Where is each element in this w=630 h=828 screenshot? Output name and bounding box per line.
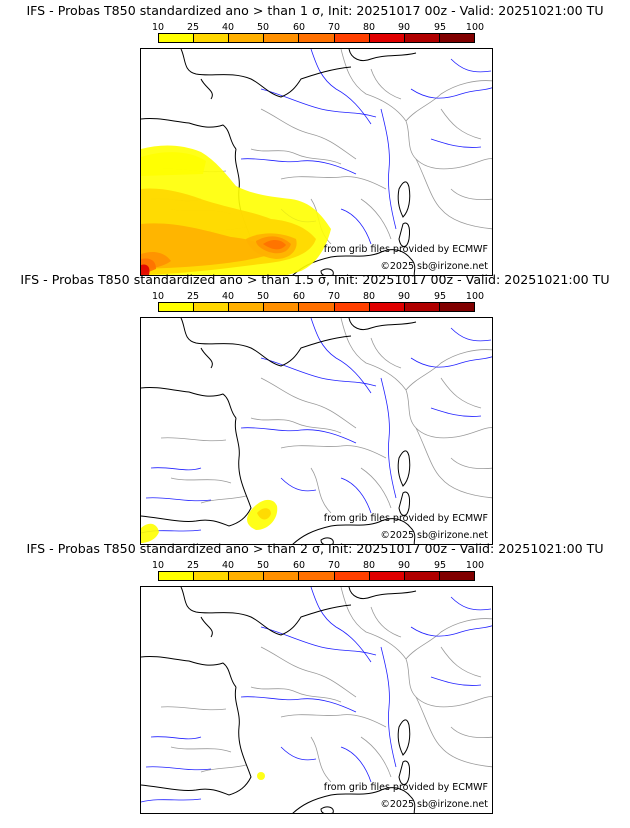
colorbar-segment (264, 572, 300, 580)
colorbar-label: 40 (221, 291, 235, 302)
map-frame: from grib files provided by ECMWF ©2025 … (140, 317, 493, 545)
colorbar-label: 40 (221, 560, 235, 571)
colorbar-segment (299, 34, 335, 42)
colorbar-label: 95 (433, 291, 447, 302)
colorbar-label: 90 (397, 560, 411, 571)
panel-title: IFS - Probas T850 standardized ano > tha… (20, 272, 610, 287)
colorbar-label: 95 (433, 560, 447, 571)
colorbar-label: 25 (186, 560, 200, 571)
probability-shading (141, 499, 278, 543)
colorbar-segment (299, 572, 335, 580)
colorbar-label: 10 (151, 560, 165, 571)
colorbar-segment (404, 34, 440, 42)
france-basemap (141, 587, 492, 813)
prob-zone-25 (257, 508, 271, 520)
colorbar (158, 33, 475, 43)
copyright-credit: ©2025 sb@irizone.net (380, 261, 488, 272)
colorbar-label: 80 (362, 22, 376, 33)
colorbar-label: 80 (362, 291, 376, 302)
source-credit: from grib files provided by ECMWF (323, 244, 488, 255)
colorbar-segment (194, 303, 230, 311)
panel-title: IFS - Probas T850 standardized ano > tha… (26, 3, 604, 18)
colorbar-segment (404, 303, 440, 311)
probability-shading (141, 145, 331, 275)
prob-zone-10 (141, 499, 278, 543)
colorbar-label: 60 (292, 22, 306, 33)
colorbar-segment (334, 303, 370, 311)
colorbar-label: 50 (256, 560, 270, 571)
colorbar-labels: 10 25 40 50 60 70 80 90 95 100 (152, 22, 484, 33)
map-panel-1: IFS - Probas T850 standardized ano > tha… (0, 0, 630, 276)
map-frame: from grib files provided by ECMWF ©2025 … (140, 48, 493, 276)
colorbar-label: 40 (221, 22, 235, 33)
map-panel-2: IFS - Probas T850 standardized ano > tha… (0, 269, 630, 545)
colorbar-segment (299, 303, 335, 311)
panel-title: IFS - Probas T850 standardized ano > tha… (26, 541, 604, 556)
france-basemap (141, 318, 492, 544)
colorbar-segment (229, 303, 265, 311)
colorbar-segment (264, 34, 300, 42)
colorbar-segment (439, 572, 474, 580)
colorbar-label: 100 (465, 291, 485, 302)
colorbar-label: 100 (465, 22, 485, 33)
colorbar-segment (439, 34, 474, 42)
colorbar-label: 25 (186, 291, 200, 302)
colorbar-label: 70 (327, 560, 341, 571)
prob-zone-80 (141, 264, 150, 275)
copyright-credit: ©2025 sb@irizone.net (380, 530, 488, 541)
colorbar-label: 25 (186, 22, 200, 33)
source-credit: from grib files provided by ECMWF (323, 513, 488, 524)
colorbar-label: 80 (362, 560, 376, 571)
colorbar-segment (159, 572, 195, 580)
colorbar-segment (334, 34, 370, 42)
colorbar-label: 50 (256, 22, 270, 33)
colorbar-label: 10 (151, 22, 165, 33)
colorbar-label: 70 (327, 291, 341, 302)
probability-shading (257, 772, 265, 780)
colorbar-segment (404, 572, 440, 580)
colorbar-label: 10 (151, 291, 165, 302)
colorbar-segment (194, 34, 230, 42)
colorbar-segment (159, 34, 195, 42)
colorbar-labels: 10 25 40 50 60 70 80 90 95 100 (152, 291, 484, 302)
colorbar-label: 90 (397, 22, 411, 33)
source-credit: from grib files provided by ECMWF (323, 782, 488, 793)
colorbar (158, 302, 475, 312)
colorbar-label: 95 (433, 22, 447, 33)
colorbar-segment (229, 572, 265, 580)
colorbar-label: 60 (292, 291, 306, 302)
colorbar (158, 571, 475, 581)
copyright-credit: ©2025 sb@irizone.net (380, 799, 488, 810)
map-frame: from grib files provided by ECMWF ©2025 … (140, 586, 493, 814)
colorbar-label: 70 (327, 22, 341, 33)
colorbar-segment (369, 303, 405, 311)
map-panel-3: IFS - Probas T850 standardized ano > tha… (0, 538, 630, 814)
colorbar-label: 50 (256, 291, 270, 302)
colorbar-segment (439, 303, 474, 311)
colorbar-label: 90 (397, 291, 411, 302)
colorbar-segment (369, 34, 405, 42)
colorbar-labels: 10 25 40 50 60 70 80 90 95 100 (152, 560, 484, 571)
colorbar-label: 60 (292, 560, 306, 571)
colorbar-segment (264, 303, 300, 311)
colorbar-segment (334, 572, 370, 580)
colorbar-label: 100 (465, 560, 485, 571)
prob-zone-10 (257, 772, 265, 780)
colorbar-segment (159, 303, 195, 311)
colorbar-segment (229, 34, 265, 42)
colorbar-segment (369, 572, 405, 580)
colorbar-segment (194, 572, 230, 580)
